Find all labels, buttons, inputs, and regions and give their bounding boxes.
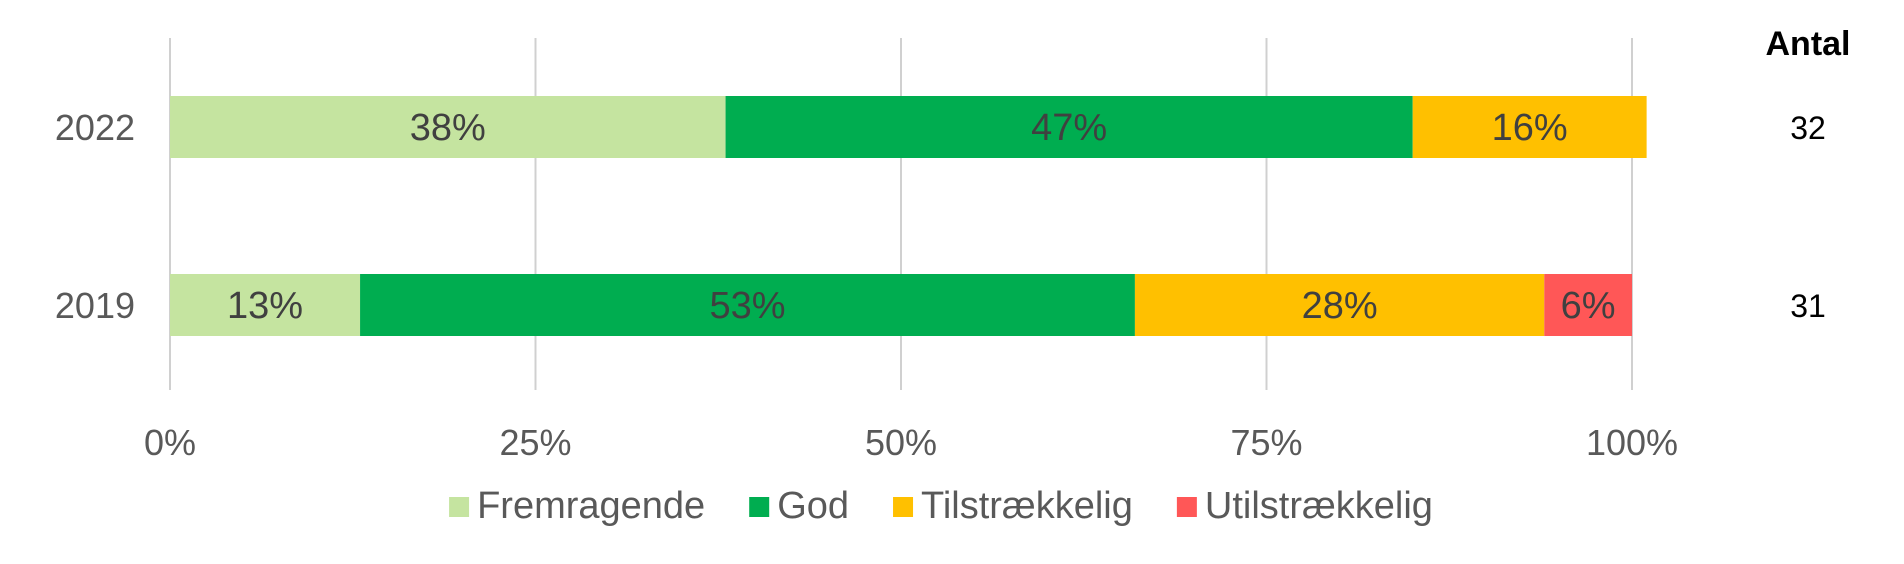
x-tick-label: 50% bbox=[865, 422, 937, 463]
bar-segment bbox=[170, 274, 361, 336]
legend-label: God bbox=[777, 485, 849, 527]
bar-segment bbox=[360, 274, 1135, 336]
bar-segment bbox=[1412, 96, 1647, 158]
legend-label: Tilstrækkelig bbox=[921, 485, 1133, 527]
data-label: 53% bbox=[709, 285, 785, 327]
legend-label: Utilstrækkelig bbox=[1205, 485, 1433, 527]
x-tick-label: 0% bbox=[144, 422, 196, 463]
data-label: 47% bbox=[1031, 107, 1107, 149]
bar-segment bbox=[725, 96, 1413, 158]
x-tick-label: 25% bbox=[499, 422, 571, 463]
bar-segment bbox=[170, 96, 726, 158]
x-tick-label: 100% bbox=[1586, 422, 1678, 463]
data-label: 6% bbox=[1561, 285, 1616, 327]
data-label: 13% bbox=[227, 285, 303, 327]
count-header: Antal bbox=[1766, 25, 1851, 63]
y-category-label: 2019 bbox=[55, 285, 135, 326]
legend-swatch bbox=[449, 497, 470, 517]
data-label: 38% bbox=[410, 107, 486, 149]
bar-segment bbox=[1134, 274, 1545, 336]
legend-swatch bbox=[749, 497, 770, 517]
x-tick-label: 75% bbox=[1230, 422, 1302, 463]
legend-swatch bbox=[893, 497, 914, 517]
count-value: 32 bbox=[1790, 110, 1826, 146]
y-category-label: 2022 bbox=[55, 107, 135, 148]
data-label: 16% bbox=[1492, 107, 1568, 149]
data-label: 28% bbox=[1302, 285, 1378, 327]
legend-label: Fremragende bbox=[477, 485, 705, 527]
bar-segment bbox=[1544, 274, 1632, 336]
legend-swatch bbox=[1176, 497, 1197, 517]
count-value: 31 bbox=[1790, 288, 1826, 324]
